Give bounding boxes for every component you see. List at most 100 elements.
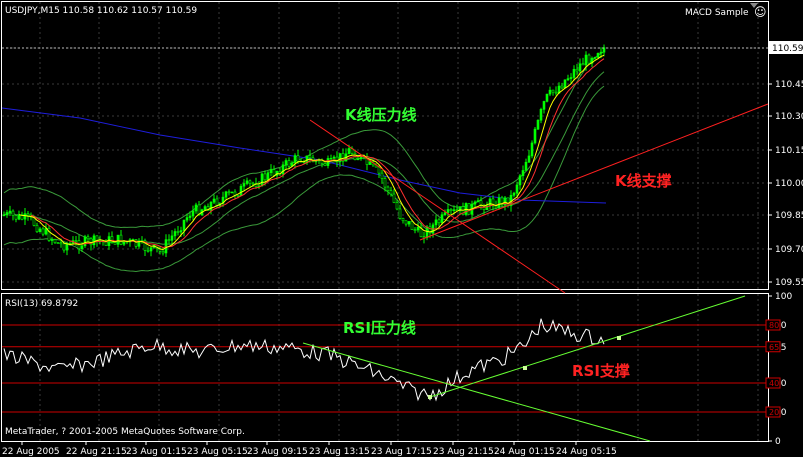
candle-body — [230, 191, 234, 194]
rsi-trend-anchor-2[interactable] — [523, 366, 527, 370]
candle-body — [329, 157, 333, 160]
candle-body — [395, 202, 399, 210]
price-tick-label: 109.85 — [775, 211, 803, 221]
candle-body — [596, 52, 600, 58]
candle-body — [212, 198, 216, 203]
candle-body — [26, 213, 30, 216]
candle-body — [383, 178, 387, 188]
candle-body — [479, 200, 483, 206]
candle-body — [578, 63, 582, 72]
candle-body — [182, 219, 186, 231]
candle-body — [575, 68, 579, 72]
time-tick-label: 23 Aug 13:15 — [309, 447, 370, 457]
candle-body — [215, 198, 219, 207]
rsi-support-trendline[interactable] — [429, 295, 746, 398]
candle-body — [41, 228, 45, 235]
smiley-icon: ☺ — [754, 5, 767, 19]
candle-body — [263, 173, 267, 181]
candle-body — [104, 240, 108, 246]
price-resistance-label: K线压力线 — [345, 106, 417, 124]
candle-body — [581, 63, 585, 66]
candle-body — [536, 119, 540, 130]
candle-body — [389, 190, 393, 195]
candle-body — [347, 148, 351, 155]
candle-body — [173, 231, 177, 237]
candle-body — [512, 192, 516, 196]
chart-title: USDJPY,M15 110.58 110.62 110.57 110.59 — [5, 6, 197, 16]
price-support-label: K线支撑 — [615, 172, 672, 190]
candle-body — [194, 204, 198, 212]
candle-body — [281, 164, 285, 175]
candle-body — [323, 163, 327, 166]
candle-body — [563, 79, 567, 89]
candle-body — [245, 180, 249, 184]
candle-body — [62, 243, 66, 251]
candle-body — [497, 197, 501, 209]
candle-body — [65, 243, 69, 251]
candle-body — [335, 156, 339, 163]
candle-body — [269, 169, 273, 174]
rsi-trend-anchor-1[interactable] — [428, 395, 432, 399]
candle-body — [164, 239, 168, 254]
time-tick-label: 23 Aug 01:15 — [126, 447, 187, 457]
price-resistance-trendline[interactable] — [309, 119, 566, 294]
time-tick-label: 24 Aug 01:15 — [494, 447, 555, 457]
rsi-level-label: 40 — [769, 379, 779, 388]
candle-body — [56, 242, 60, 244]
candle-body — [191, 210, 195, 217]
candle-body — [515, 184, 519, 194]
current-price-box — [769, 41, 803, 54]
bollinger-lower-band — [3, 85, 605, 273]
candle-body — [413, 229, 417, 231]
price-panel[interactable] — [1, 1, 769, 290]
candle-body — [401, 218, 405, 222]
candle-body — [560, 85, 564, 89]
candle-body — [587, 54, 591, 64]
time-axis: 22 Aug 2005 22 Aug 21:15 23 Aug 01:15 23 Au… — [2, 441, 617, 457]
candle-body — [119, 234, 123, 245]
candle-body — [599, 51, 603, 54]
time-tick-label: 22 Aug 2005 — [2, 447, 60, 457]
candle-body — [548, 89, 552, 95]
rsi-level-box — [765, 377, 781, 389]
candle-body — [452, 209, 456, 211]
candle-body — [167, 239, 171, 241]
rsi-tick-label: 80 — [775, 321, 787, 331]
rsi-level-label: 65 — [769, 343, 779, 352]
rsi-tick-label: 0 — [775, 437, 781, 447]
rsi-tick-label: 20 — [775, 408, 787, 418]
time-tick-label: 23 Aug 17:15 — [371, 447, 432, 457]
candle-body — [422, 236, 426, 239]
candle-body — [161, 250, 165, 254]
rsi-support-label: RSI支撑 — [572, 362, 630, 380]
price-support-trendline[interactable] — [419, 103, 769, 241]
candle-body — [449, 209, 453, 211]
time-tick-label: 23 Aug 05:15 — [187, 447, 248, 457]
candle-body — [134, 239, 138, 247]
candle-body — [368, 161, 372, 165]
candle-body — [14, 215, 18, 220]
rsi-panel[interactable] — [1, 293, 769, 442]
rsi-trend-anchor-3[interactable] — [617, 336, 621, 340]
candle-body — [338, 153, 342, 163]
candle-body — [74, 240, 78, 242]
candle-body — [170, 235, 174, 241]
rsi-level-box — [765, 341, 781, 353]
candle-body — [446, 209, 450, 213]
candle-body — [467, 203, 471, 215]
candle-body — [239, 185, 243, 197]
rsi-line — [3, 318, 605, 402]
rsi-level-box — [765, 406, 781, 418]
price-axis: 110.45 110.30 110.15 110.00 109.85 109.70 109.… — [768, 47, 803, 288]
candle-body — [584, 54, 588, 66]
chart-shift-marker-icon[interactable] — [750, 3, 758, 8]
candle-body — [224, 191, 228, 198]
candle-body — [533, 128, 537, 144]
expert-advisor-label[interactable]: MACD Sample — [685, 8, 749, 18]
rsi-resistance-label: RSI压力线 — [343, 319, 416, 337]
rsi-resistance-trendline[interactable] — [302, 342, 651, 442]
candle-body — [440, 214, 444, 224]
candle-body — [392, 193, 396, 203]
